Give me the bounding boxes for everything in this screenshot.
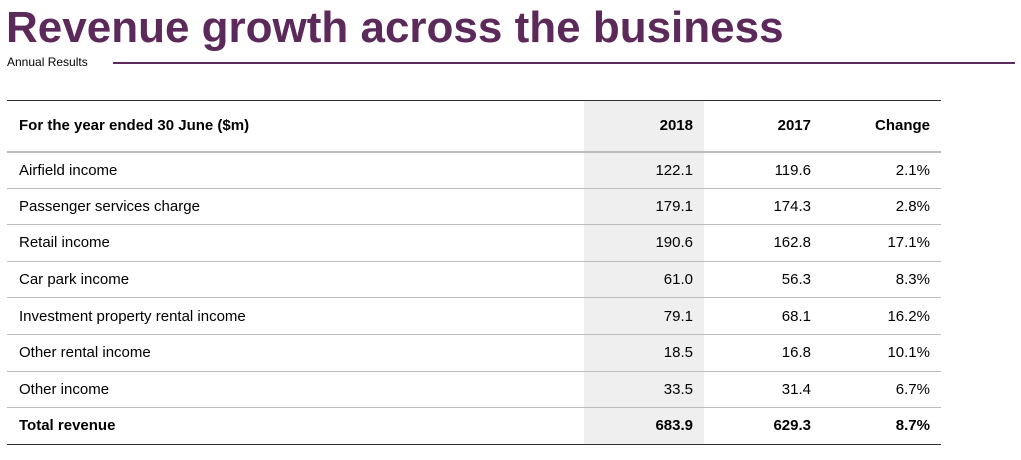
- header-period: For the year ended 30 June ($m): [7, 100, 584, 153]
- value-2017: 56.3: [704, 260, 822, 298]
- value-2018: 190.6: [584, 224, 704, 262]
- row-label: Passenger services charge: [7, 187, 584, 225]
- table-row: Passenger services charge 179.1 174.3 2.8%: [7, 187, 941, 225]
- value-change: 10.1%: [822, 333, 941, 372]
- value-2017: 68.1: [704, 297, 822, 335]
- table-row: Airfield income 122.1 119.6 2.1%: [7, 151, 941, 189]
- row-label: Other income: [7, 370, 584, 408]
- row-label: Investment property rental income: [7, 297, 584, 335]
- total-change: 8.7%: [822, 407, 941, 445]
- revenue-table: For the year ended 30 June ($m) 2018 201…: [7, 100, 941, 445]
- value-2017: 162.8: [704, 224, 822, 262]
- table-row: Other income 33.5 31.4 6.7%: [7, 370, 941, 408]
- header-change: Change: [822, 100, 941, 153]
- row-label: Other rental income: [7, 333, 584, 372]
- header-2018: 2018: [584, 100, 704, 153]
- table-row: Car park income 61.0 56.3 8.3%: [7, 260, 941, 298]
- revenue-table-container: For the year ended 30 June ($m) 2018 201…: [7, 100, 941, 445]
- value-change: 2.8%: [822, 187, 941, 225]
- value-2018: 122.1: [584, 151, 704, 189]
- page-title: Revenue growth across the business: [6, 3, 784, 52]
- total-row: Total revenue 683.9 629.3 8.7%: [7, 407, 941, 445]
- total-2018: 683.9: [584, 407, 704, 445]
- value-change: 16.2%: [822, 297, 941, 335]
- value-2017: 16.8: [704, 333, 822, 372]
- value-2017: 119.6: [704, 151, 822, 189]
- value-2018: 61.0: [584, 260, 704, 298]
- table-body: Airfield income 122.1 119.6 2.1% Passenger s…: [7, 151, 941, 445]
- row-label: Airfield income: [7, 151, 584, 189]
- value-2017: 174.3: [704, 187, 822, 225]
- value-2018: 18.5: [584, 333, 704, 372]
- table-row: Other rental income 18.5 16.8 10.1%: [7, 333, 941, 372]
- row-label: Car park income: [7, 260, 584, 298]
- page-subtitle: Annual Results: [7, 55, 88, 69]
- header-2017: 2017: [704, 100, 822, 153]
- value-change: 8.3%: [822, 260, 941, 298]
- value-2017: 31.4: [704, 370, 822, 408]
- total-label: Total revenue: [7, 407, 584, 445]
- title-divider: [113, 62, 1015, 64]
- total-2017: 629.3: [704, 407, 822, 445]
- value-2018: 179.1: [584, 187, 704, 225]
- value-2018: 79.1: [584, 297, 704, 335]
- row-label: Retail income: [7, 224, 584, 262]
- table-row: Investment property rental income 79.1 68.…: [7, 297, 941, 335]
- table-header-row: For the year ended 30 June ($m) 2018 201…: [7, 100, 941, 153]
- value-change: 17.1%: [822, 224, 941, 262]
- value-change: 2.1%: [822, 151, 941, 189]
- value-2018: 33.5: [584, 370, 704, 408]
- table-row: Retail income 190.6 162.8 17.1%: [7, 224, 941, 262]
- value-change: 6.7%: [822, 370, 941, 408]
